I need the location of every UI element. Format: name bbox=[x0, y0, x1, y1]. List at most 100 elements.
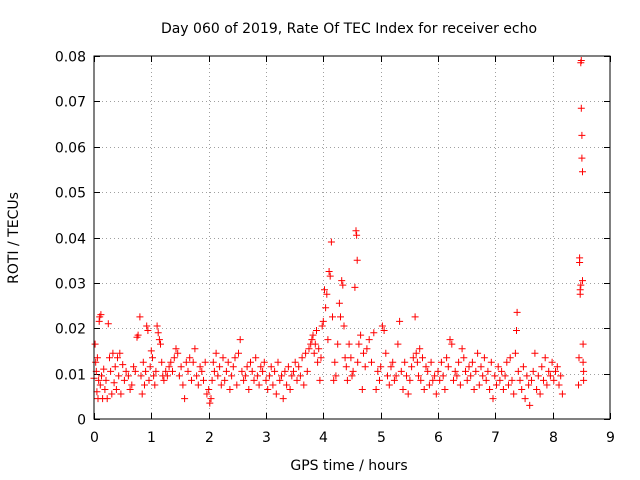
data-point bbox=[303, 367, 311, 375]
data-point bbox=[523, 372, 531, 380]
data-point bbox=[278, 372, 285, 380]
data-point bbox=[526, 401, 534, 409]
data-point bbox=[313, 327, 320, 334]
data-point bbox=[396, 317, 404, 325]
data-point bbox=[329, 313, 336, 321]
data-point bbox=[145, 376, 153, 384]
data-point bbox=[525, 381, 533, 389]
data-point bbox=[458, 345, 466, 353]
data-point bbox=[543, 381, 551, 389]
data-point bbox=[160, 376, 168, 384]
data-point bbox=[499, 386, 507, 393]
data-point bbox=[209, 358, 217, 366]
data-point bbox=[262, 376, 270, 384]
data-point bbox=[106, 354, 113, 362]
x-tick-label: 0 bbox=[90, 430, 99, 446]
data-point bbox=[513, 308, 521, 316]
data-point bbox=[519, 363, 527, 371]
data-point bbox=[462, 367, 469, 375]
data-point bbox=[355, 340, 363, 348]
data-point bbox=[378, 322, 386, 330]
data-point bbox=[112, 386, 120, 393]
data-point bbox=[205, 386, 213, 393]
data-point bbox=[212, 349, 220, 357]
x-tick-label: 6 bbox=[434, 430, 443, 446]
x-tick-label: 2 bbox=[205, 430, 214, 446]
data-point bbox=[450, 376, 457, 384]
data-point bbox=[93, 354, 101, 362]
data-point bbox=[538, 363, 546, 371]
data-point bbox=[401, 358, 409, 366]
data-point bbox=[552, 367, 559, 375]
data-point bbox=[479, 372, 487, 380]
data-point bbox=[279, 395, 287, 403]
data-points bbox=[90, 57, 588, 409]
data-point bbox=[95, 376, 103, 384]
data-point bbox=[415, 372, 422, 380]
data-point bbox=[124, 372, 132, 380]
data-point bbox=[216, 363, 224, 371]
data-point bbox=[510, 390, 518, 398]
data-point bbox=[453, 372, 461, 380]
data-point bbox=[250, 376, 258, 384]
data-point bbox=[143, 322, 151, 330]
data-point bbox=[157, 340, 164, 348]
data-point bbox=[521, 395, 529, 403]
data-point bbox=[575, 354, 583, 362]
data-point bbox=[325, 268, 333, 275]
data-point bbox=[548, 358, 556, 366]
data-point bbox=[109, 349, 117, 357]
data-point bbox=[322, 304, 330, 312]
y-tick-label: 0.01 bbox=[55, 368, 86, 384]
data-point bbox=[404, 390, 412, 398]
data-point bbox=[243, 363, 251, 371]
data-point bbox=[144, 327, 152, 334]
data-point bbox=[206, 399, 214, 407]
data-point bbox=[108, 390, 116, 398]
data-point bbox=[475, 381, 483, 389]
data-point bbox=[576, 286, 584, 294]
data-point bbox=[120, 376, 128, 384]
data-point bbox=[389, 358, 397, 366]
y-tick-label: 0 bbox=[77, 413, 86, 429]
data-point bbox=[224, 358, 232, 366]
data-point bbox=[353, 231, 361, 239]
data-point bbox=[370, 329, 378, 337]
data-point bbox=[226, 386, 234, 393]
data-point bbox=[281, 367, 289, 375]
x-tick-label: 5 bbox=[377, 430, 386, 446]
data-point bbox=[107, 367, 115, 375]
data-point bbox=[163, 372, 171, 380]
data-point bbox=[233, 381, 241, 389]
data-point bbox=[349, 367, 357, 375]
data-point bbox=[319, 317, 327, 325]
x-axis-label: GPS time / hours bbox=[290, 458, 407, 474]
data-point bbox=[463, 376, 471, 384]
data-point bbox=[98, 372, 105, 380]
data-point bbox=[327, 238, 335, 246]
data-point bbox=[139, 358, 147, 366]
data-point bbox=[311, 340, 319, 348]
data-point bbox=[456, 381, 464, 389]
data-point bbox=[122, 367, 130, 375]
data-point bbox=[486, 386, 494, 393]
data-point bbox=[382, 349, 390, 357]
data-point bbox=[505, 381, 512, 389]
data-point bbox=[104, 320, 112, 328]
data-point bbox=[579, 277, 586, 285]
data-point bbox=[477, 363, 485, 371]
data-point bbox=[264, 386, 272, 393]
data-point bbox=[518, 386, 526, 393]
data-point bbox=[317, 354, 325, 362]
data-point bbox=[269, 381, 277, 389]
data-point bbox=[498, 367, 506, 375]
data-point bbox=[437, 358, 445, 366]
data-point bbox=[577, 104, 585, 112]
data-point bbox=[501, 372, 509, 380]
data-point bbox=[101, 386, 109, 393]
data-point bbox=[372, 386, 380, 393]
data-point bbox=[298, 354, 306, 362]
data-point bbox=[138, 390, 146, 398]
data-point bbox=[487, 358, 495, 366]
